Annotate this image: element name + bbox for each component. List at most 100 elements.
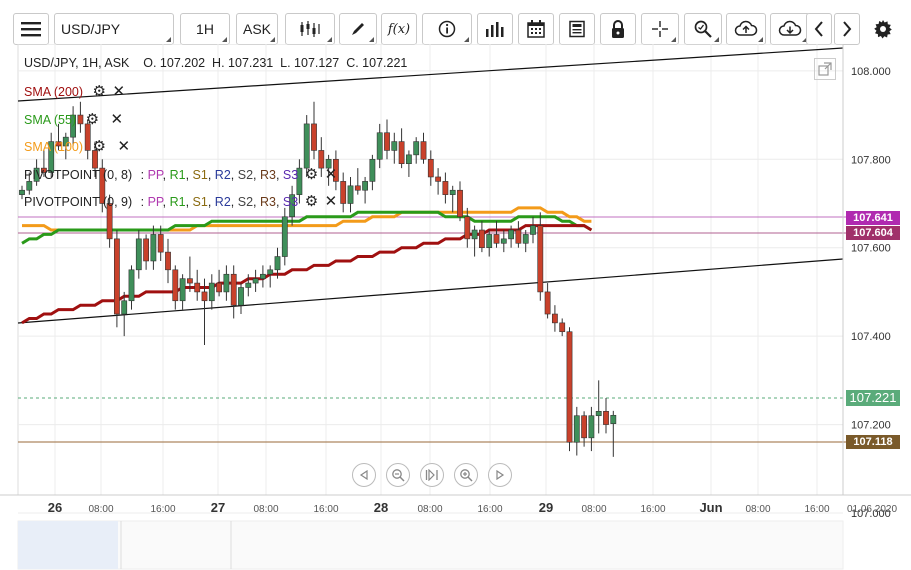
candle-body [603,411,609,425]
volume-button[interactable] [477,13,513,45]
x-tick-label: 16:00 [477,504,502,515]
close-icon[interactable]: ✕ [117,138,131,155]
candle-body [303,123,310,169]
y-tick-label: 107.800 [851,154,891,166]
candle-body [405,154,412,164]
overview-navigator[interactable] [17,520,844,570]
close-icon[interactable]: ✕ [112,83,126,100]
sma100-legend[interactable]: SMA (100) ⚙ ✕ [24,137,130,155]
x-tick-label: 08:00 [88,504,113,515]
candle-body [478,229,485,249]
candle-body [230,273,237,306]
price-type-select[interactable]: ASK [236,13,278,45]
gear-icon [874,20,892,39]
x-tick-label: 08:00 [745,504,770,515]
x-tick-label: 16:00 [640,504,665,515]
pencil-icon [352,23,364,35]
candle-body [471,229,478,240]
zoom-in-icon [460,469,473,482]
x-tick-label: 08:00 [417,504,442,515]
scroll-back-button[interactable] [352,463,376,487]
candle-body [165,251,171,271]
dropdown-corner-icon [671,37,676,42]
candle-body [559,322,566,333]
sma200-legend[interactable]: SMA (200) ⚙ ✕ [24,82,125,100]
price-level-lines [18,216,846,443]
candle-body [19,189,25,195]
scroll-forward-button[interactable] [488,463,512,487]
candle-body [530,225,536,235]
zoom-in-button[interactable] [454,463,478,487]
candle-body [128,269,135,302]
candle-body [172,269,179,302]
scroll-right-button[interactable] [834,13,860,45]
settings-button[interactable] [866,13,900,45]
candle-body [581,415,587,439]
candle-body [245,282,252,288]
indicators-button[interactable]: f(x) [381,13,417,45]
symbol-label: USD/JPY [61,21,121,37]
candlesticks [19,101,617,457]
scroll-left-button[interactable] [806,13,832,45]
info-icon [438,20,456,38]
candle-body [537,225,544,293]
pivot-field: R3 [259,168,276,182]
close-icon[interactable]: ✕ [110,111,124,128]
gear-icon[interactable]: ⚙ [92,138,106,155]
price-chart[interactable]: 108.000 107.800 107.600 107.400 107.200 107.0… [0,44,911,570]
sma55-legend[interactable]: SMA (55) ⚙ ✕ [24,110,123,128]
candle-body [33,167,40,182]
reset-button[interactable] [420,463,444,487]
candle-body [486,234,493,249]
zoom-button[interactable] [684,13,722,45]
pivot-field: R1 [169,168,186,182]
close-icon[interactable]: ✕ [324,193,338,210]
price-type-label: ASK [242,21,271,37]
gear-icon[interactable]: ⚙ [92,83,106,100]
gear-icon[interactable]: ⚙ [304,166,319,183]
candle-body [449,189,456,195]
candle-body [551,313,558,324]
gear-icon[interactable]: ⚙ [85,111,100,128]
symbol-select[interactable]: USD/JPY [54,13,174,45]
download-button[interactable] [770,13,810,45]
chart-area[interactable]: 108.000 107.800 107.600 107.400 107.200 107.0… [0,44,911,570]
chart-type-button[interactable] [285,13,335,45]
calendar-button[interactable] [518,13,554,45]
candle-body [252,278,259,284]
lock-button[interactable] [600,13,636,45]
upload-button[interactable] [726,13,766,45]
gear-icon[interactable]: ⚙ [304,193,319,210]
x-tick-label: 01.06.2020 [847,504,897,515]
candle-body [259,273,266,279]
candle-body [289,194,295,218]
zoom-out-button[interactable] [386,463,410,487]
channel-lower-line [17,258,844,324]
candle-body [573,415,580,443]
candle-body [84,123,91,151]
y-tick-label: 108.000 [851,66,891,78]
news-button[interactable] [559,13,595,45]
candle-body [413,141,420,156]
candle-body [427,158,434,178]
pivot-field: R2 [214,195,231,209]
trend-channel [17,47,844,324]
interval-select[interactable]: 1H [180,13,230,45]
candle-body [121,300,128,315]
menu-button[interactable] [13,13,49,45]
pivot-separator: : [140,168,145,182]
pivot1-legend[interactable]: PIVOTPOINT (0, 8) : PP, R1, S1, R2, S2, … [24,166,338,183]
candle-body [384,132,390,151]
info-button[interactable] [422,13,472,45]
pivot2-legend[interactable]: PIVOTPOINT (0, 9) : PP, R1, S1, R2, S2, … [24,193,338,210]
candle-body [522,234,529,244]
candle-body [77,114,84,125]
crosshair-button[interactable] [641,13,679,45]
chevron-left-icon [814,21,823,37]
candle-body [347,185,354,204]
draw-tool-button[interactable] [339,13,377,45]
close-icon[interactable]: ✕ [324,166,338,183]
candle-body [62,136,69,147]
expand-icon[interactable] [814,58,836,80]
chevron-right-icon [843,21,852,37]
